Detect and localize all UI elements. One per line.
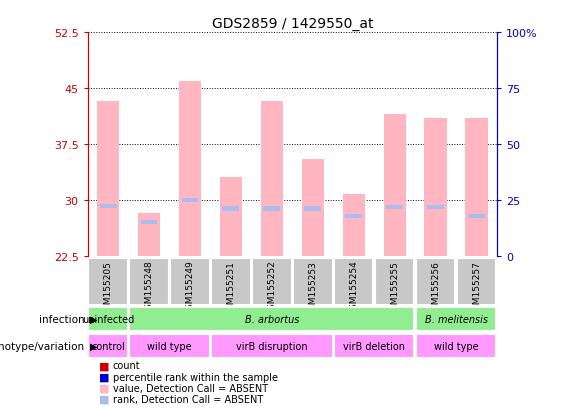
Text: GSM155205: GSM155205: [103, 260, 112, 315]
Text: GSM155251: GSM155251: [227, 260, 236, 315]
Text: GSM155248: GSM155248: [145, 260, 154, 315]
Bar: [88, 307, 128, 331]
Text: uninfected: uninfected: [82, 314, 134, 324]
Text: GSM155249: GSM155249: [185, 260, 194, 315]
Bar: [220, 178, 242, 256]
Bar: [416, 307, 497, 331]
Text: percentile rank within the sample: percentile rank within the sample: [113, 372, 278, 382]
Text: virB disruption: virB disruption: [236, 341, 308, 351]
Bar: [211, 334, 333, 358]
Bar: [129, 334, 210, 358]
Text: GSM155252: GSM155252: [267, 260, 276, 315]
Bar: [129, 307, 415, 331]
Text: B. melitensis: B. melitensis: [425, 314, 488, 324]
Bar: [302, 159, 324, 256]
Text: GSM155254: GSM155254: [349, 260, 358, 315]
Bar: [181, 198, 198, 202]
Bar: [384, 115, 406, 256]
Bar: [129, 258, 169, 306]
Bar: [88, 334, 128, 358]
Bar: [252, 258, 292, 306]
Text: ▶: ▶: [90, 341, 98, 351]
Bar: [99, 204, 116, 209]
Text: genotype/variation: genotype/variation: [0, 341, 85, 351]
Text: ▶: ▶: [90, 314, 98, 324]
Bar: [97, 102, 119, 256]
Text: B. arbortus: B. arbortus: [245, 314, 299, 324]
Text: wild type: wild type: [147, 341, 192, 351]
Bar: [263, 207, 280, 211]
Text: GSM155255: GSM155255: [390, 260, 399, 315]
Bar: [386, 206, 403, 210]
Text: wild type: wild type: [434, 341, 479, 351]
Text: GSM155253: GSM155253: [308, 260, 318, 315]
Bar: [223, 207, 240, 211]
Text: control: control: [91, 341, 125, 351]
Bar: [170, 258, 210, 306]
Bar: [293, 258, 333, 306]
Text: ■: ■: [99, 361, 110, 370]
Title: GDS2859 / 1429550_at: GDS2859 / 1429550_at: [212, 17, 373, 31]
Text: ■: ■: [99, 372, 110, 382]
Bar: [342, 195, 365, 256]
Bar: [211, 258, 251, 306]
Bar: [457, 258, 497, 306]
Bar: [468, 214, 485, 219]
Text: GSM155257: GSM155257: [472, 260, 481, 315]
Text: ■: ■: [99, 394, 110, 404]
Bar: [88, 258, 128, 306]
Bar: [466, 119, 488, 256]
Text: rank, Detection Call = ABSENT: rank, Detection Call = ABSENT: [113, 394, 263, 404]
Bar: [375, 258, 415, 306]
Bar: [416, 334, 497, 358]
Text: GSM155256: GSM155256: [431, 260, 440, 315]
Bar: [416, 258, 455, 306]
Bar: [427, 206, 444, 210]
Text: count: count: [113, 361, 141, 370]
Text: ■: ■: [99, 383, 110, 393]
Bar: [141, 221, 158, 225]
Bar: [345, 214, 362, 219]
Bar: [305, 207, 321, 211]
Bar: [179, 81, 201, 256]
Bar: [334, 258, 373, 306]
Text: virB deletion: virB deletion: [344, 341, 405, 351]
Bar: [138, 214, 160, 256]
Bar: [334, 334, 415, 358]
Bar: [424, 119, 447, 256]
Bar: [260, 102, 283, 256]
Text: infection: infection: [39, 314, 85, 324]
Text: value, Detection Call = ABSENT: value, Detection Call = ABSENT: [113, 383, 268, 393]
